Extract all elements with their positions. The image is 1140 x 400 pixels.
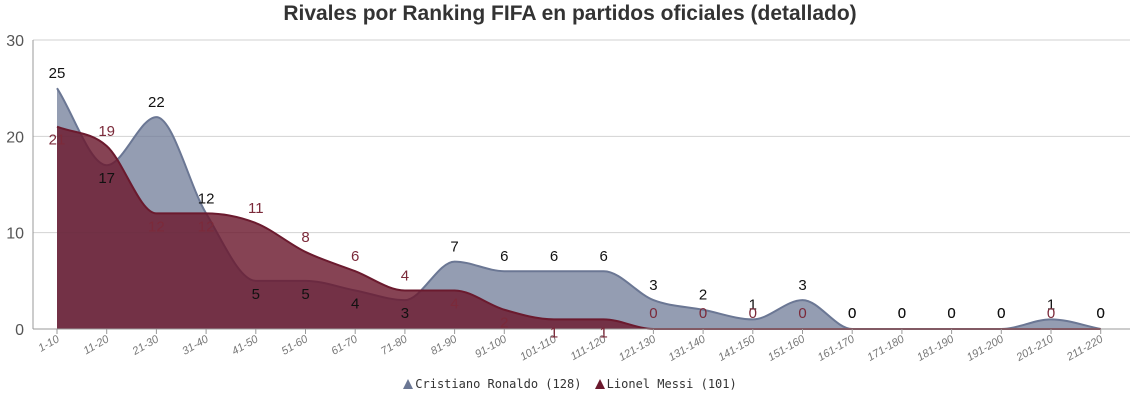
data-label: 6 bbox=[550, 248, 558, 265]
data-label: 0 bbox=[947, 305, 955, 322]
data-label: 4 bbox=[401, 267, 409, 284]
data-label: 0 bbox=[699, 305, 707, 322]
data-label: 3 bbox=[649, 277, 657, 294]
x-tick-label: 201-210 bbox=[1014, 333, 1057, 365]
data-label: 17 bbox=[98, 170, 115, 187]
legend: Cristiano Ronaldo (128) Lionel Messi (10… bbox=[0, 377, 1140, 392]
x-tick-label: 91-100 bbox=[473, 333, 509, 361]
data-label: 5 bbox=[252, 286, 260, 303]
x-tick-label: 141-150 bbox=[716, 333, 758, 364]
data-label: 6 bbox=[351, 248, 359, 265]
x-tick-label: 151-160 bbox=[766, 333, 808, 364]
data-label: 0 bbox=[1047, 305, 1055, 322]
x-tick-label: 131-140 bbox=[667, 333, 709, 364]
x-tick-label: 81-90 bbox=[429, 333, 460, 358]
y-tick-label: 10 bbox=[6, 226, 24, 243]
data-label: 2 bbox=[500, 315, 508, 332]
data-label: 5 bbox=[301, 286, 309, 303]
y-tick-label: 30 bbox=[6, 33, 24, 50]
y-tick-label: 0 bbox=[15, 322, 24, 339]
series-areas bbox=[56, 87, 1101, 330]
data-label: 25 bbox=[49, 65, 66, 82]
legend-item-messi[interactable]: Lionel Messi (101) bbox=[594, 377, 737, 391]
x-tick-label: 171-180 bbox=[865, 333, 907, 364]
data-label: 0 bbox=[997, 305, 1005, 322]
x-tick-label: 71-80 bbox=[379, 333, 410, 358]
data-label: 21 bbox=[49, 132, 66, 149]
legend-label: Cristiano Ronaldo (128) bbox=[415, 377, 582, 391]
x-tick-label: 31-40 bbox=[180, 333, 211, 358]
data-label: 0 bbox=[749, 305, 757, 322]
x-tick-label: 21-30 bbox=[130, 333, 162, 358]
y-tick-label: 20 bbox=[6, 129, 24, 146]
data-label: 0 bbox=[997, 305, 1005, 322]
data-label: 0 bbox=[649, 305, 657, 322]
triangle-icon bbox=[403, 379, 414, 389]
data-label: 0 bbox=[798, 305, 806, 322]
x-tick-label: 211-220 bbox=[1064, 333, 1106, 364]
data-label: 1 bbox=[600, 324, 608, 341]
data-label: 4 bbox=[450, 295, 458, 312]
data-label: 12 bbox=[148, 218, 165, 235]
data-label: 8 bbox=[301, 229, 309, 246]
data-label: 12 bbox=[198, 218, 215, 235]
triangle-icon bbox=[594, 379, 605, 389]
x-tick-label: 51-60 bbox=[280, 333, 311, 358]
chart-title: Rivales por Ranking FIFA en partidos ofi… bbox=[283, 2, 857, 25]
data-label: 0 bbox=[898, 305, 906, 322]
data-label: 7 bbox=[450, 239, 458, 256]
data-label: 2 bbox=[699, 287, 707, 304]
data-label: 0 bbox=[1097, 305, 1105, 322]
data-label: 1 bbox=[749, 296, 757, 313]
x-tick-label: 161-170 bbox=[816, 333, 858, 364]
data-label: 3 bbox=[401, 305, 409, 322]
data-label: 22 bbox=[148, 94, 165, 111]
data-label: 4 bbox=[351, 295, 359, 312]
data-label: 1 bbox=[1047, 296, 1055, 313]
x-tick-label: 191-200 bbox=[965, 333, 1007, 364]
data-label: 19 bbox=[98, 123, 115, 140]
x-tick-label: 181-190 bbox=[915, 333, 957, 364]
series-area bbox=[57, 126, 1101, 329]
data-label: 0 bbox=[848, 305, 856, 322]
x-tick-label: 41-50 bbox=[230, 333, 261, 358]
data-label: 0 bbox=[947, 305, 955, 322]
x-tick-label: 1-10 bbox=[36, 333, 62, 355]
legend-item-ronaldo[interactable]: Cristiano Ronaldo (128) bbox=[403, 377, 581, 391]
data-label: 12 bbox=[198, 190, 215, 207]
x-tick-label: 121-130 bbox=[617, 333, 659, 364]
data-label: 0 bbox=[1097, 305, 1105, 322]
data-label: 1 bbox=[550, 324, 558, 341]
x-tick-label: 61-70 bbox=[329, 333, 360, 358]
data-label: 6 bbox=[600, 248, 608, 265]
data-label: 0 bbox=[848, 305, 856, 322]
x-tick-label: 11-20 bbox=[82, 333, 112, 357]
data-label: 11 bbox=[248, 200, 264, 217]
data-label: 3 bbox=[798, 277, 806, 294]
data-label: 6 bbox=[500, 248, 508, 265]
legend-label: Lionel Messi (101) bbox=[606, 377, 737, 391]
data-label: 0 bbox=[898, 305, 906, 322]
